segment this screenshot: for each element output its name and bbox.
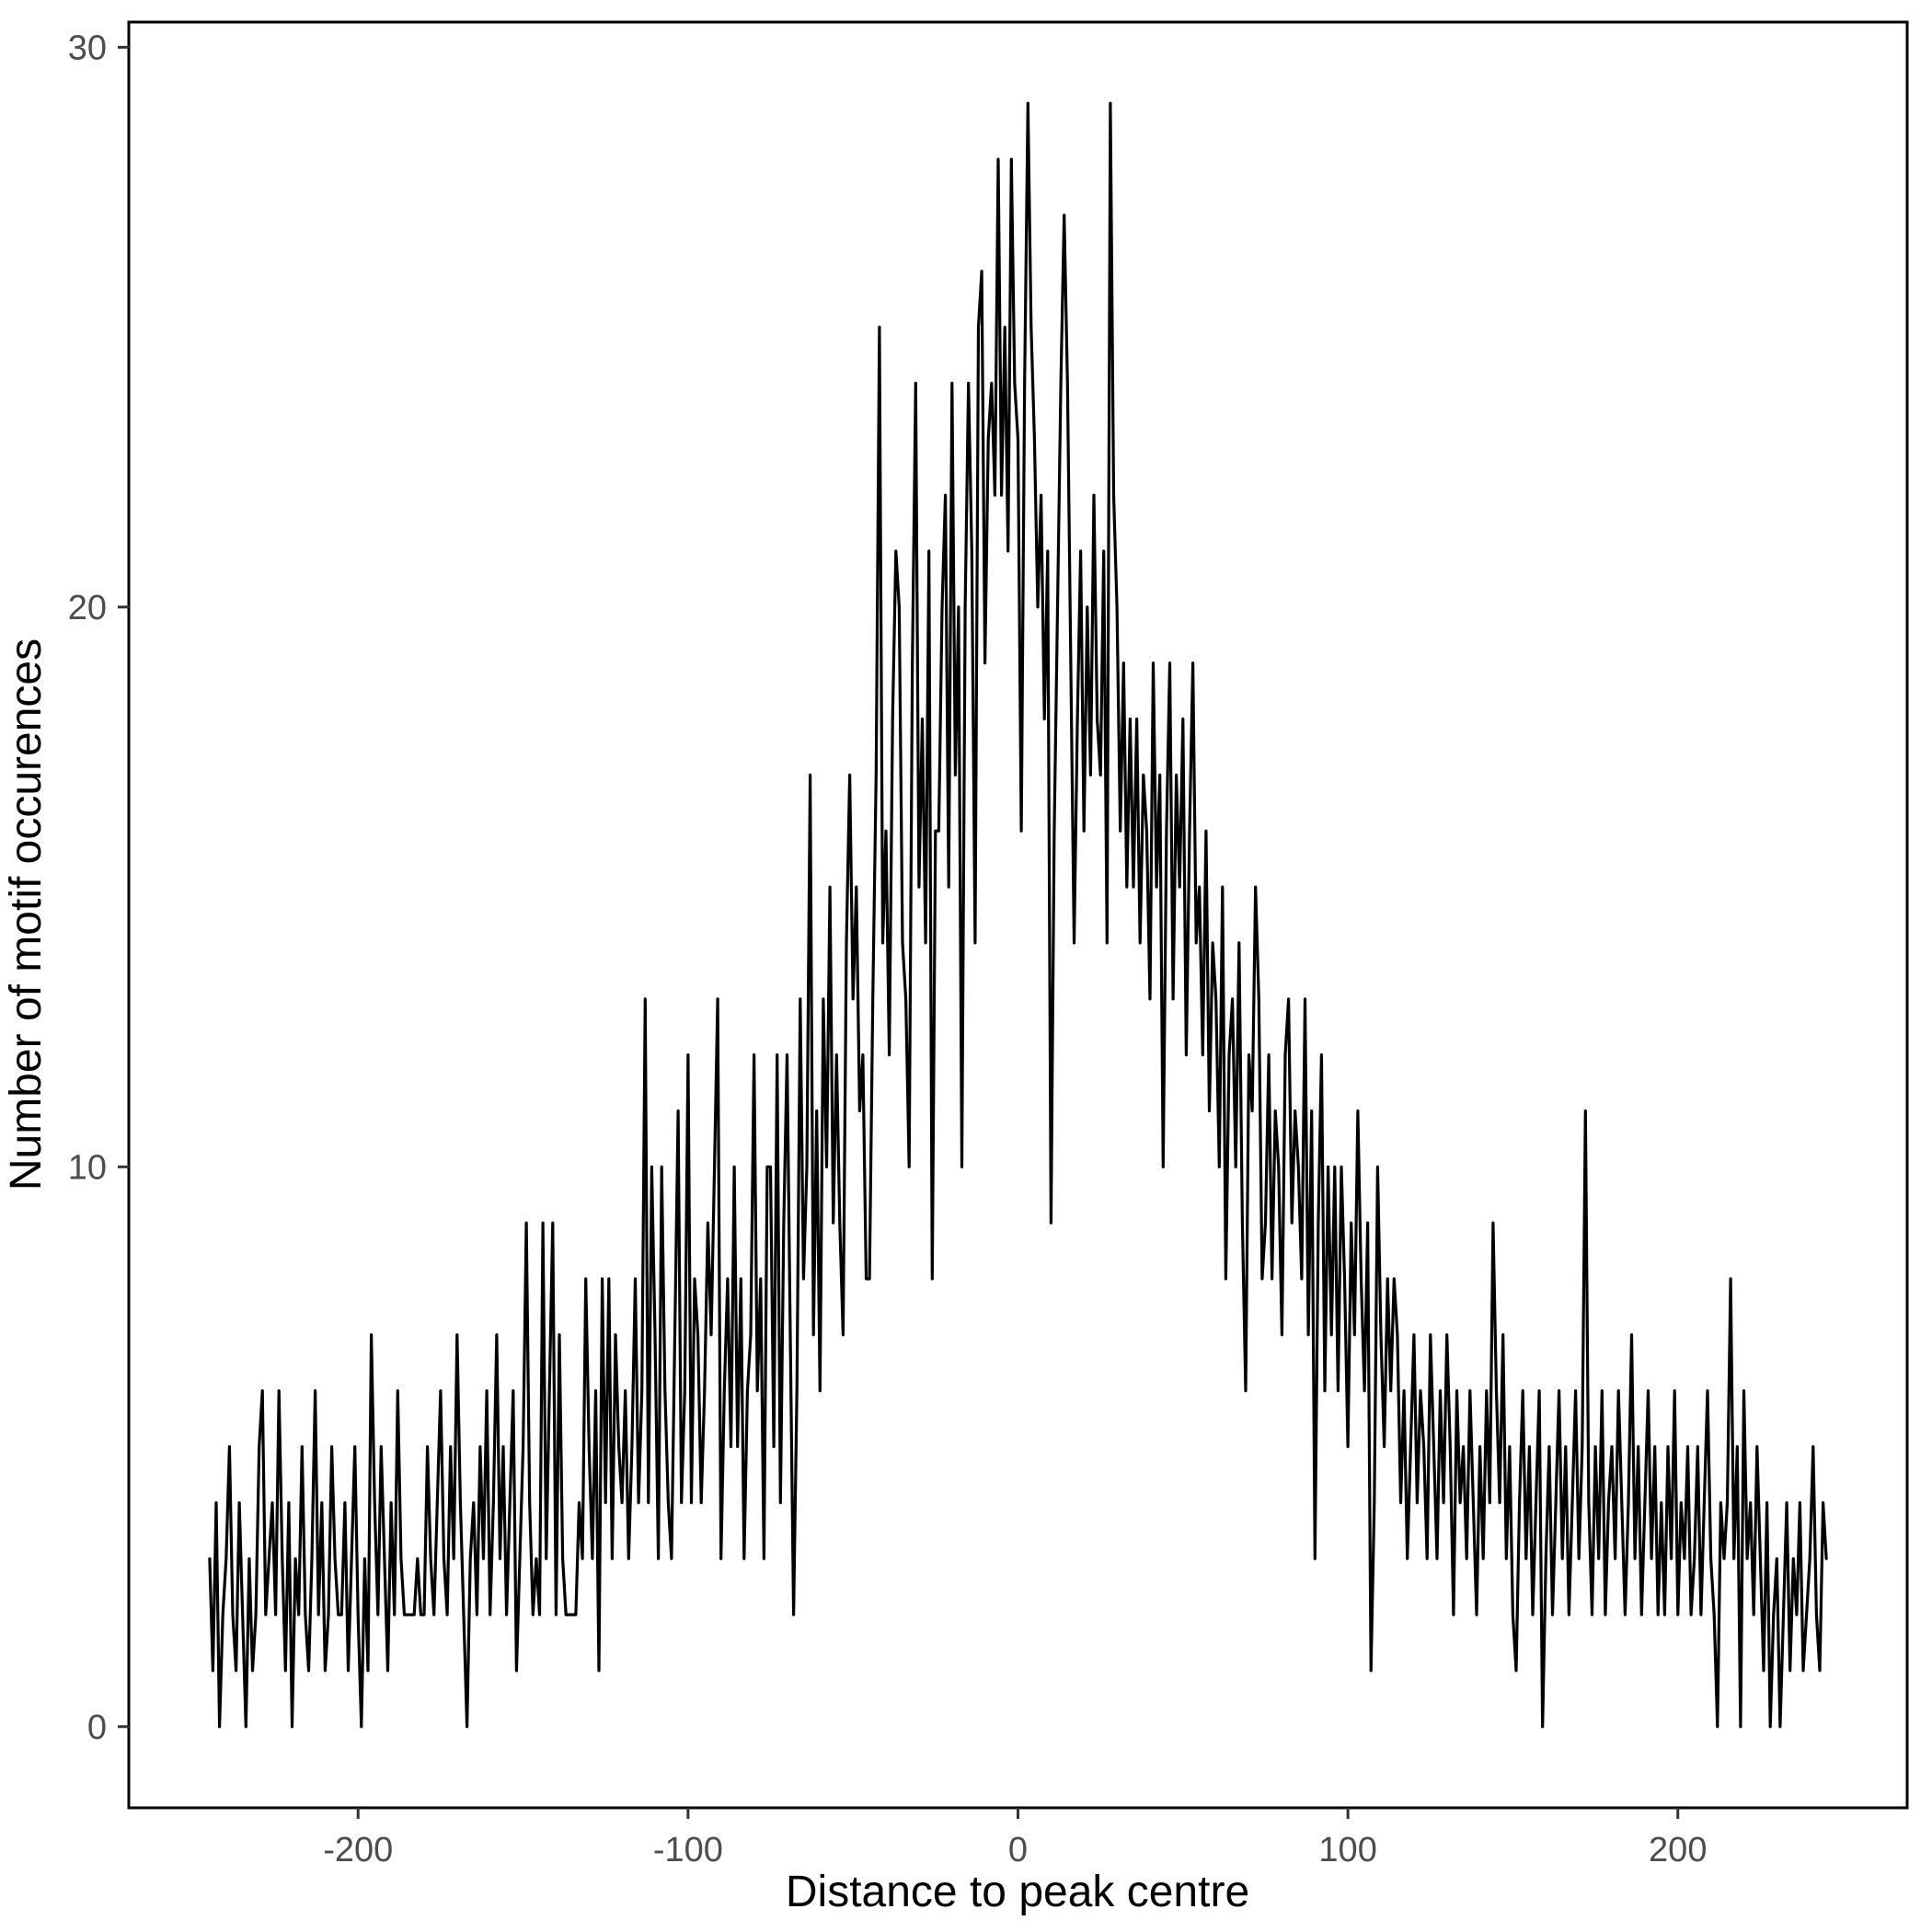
y-tick-label: 0 xyxy=(87,1708,107,1747)
x-tick-label: 200 xyxy=(1649,1831,1707,1869)
y-tick-label: 30 xyxy=(68,29,107,68)
series-group xyxy=(208,101,1828,1729)
y-tick-label: 20 xyxy=(68,589,107,627)
data-line xyxy=(208,101,1828,1729)
x-tick-label: 0 xyxy=(1008,1831,1028,1869)
x-axis: -200 -100 0 100 200 xyxy=(323,1808,1707,1869)
y-axis-title: Number of motif occurences xyxy=(2,638,51,1190)
x-axis-title: Distance to peak centre xyxy=(786,1868,1249,1916)
x-tick-label: -200 xyxy=(323,1831,393,1869)
x-tick-label: 100 xyxy=(1318,1831,1376,1869)
x-tick-label: -100 xyxy=(653,1831,723,1869)
y-axis: 0 10 20 30 xyxy=(68,29,129,1747)
y-tick-label: 10 xyxy=(68,1149,107,1188)
